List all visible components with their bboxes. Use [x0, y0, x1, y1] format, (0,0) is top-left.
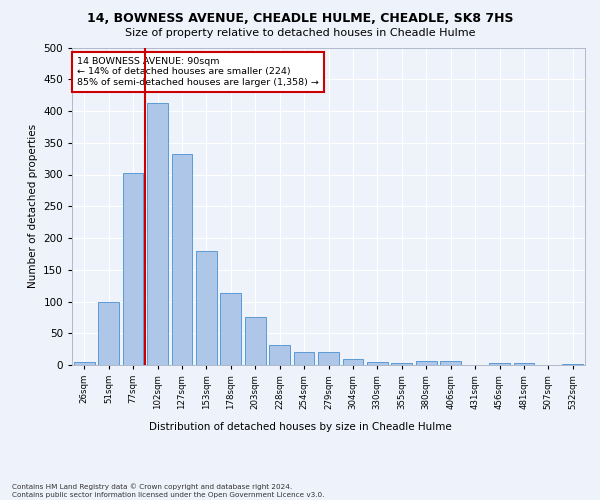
Bar	[220, 293, 241, 365]
Bar	[293, 352, 314, 365]
Bar	[269, 346, 290, 365]
Text: 14, BOWNESS AVENUE, CHEADLE HULME, CHEADLE, SK8 7HS: 14, BOWNESS AVENUE, CHEADLE HULME, CHEAD…	[87, 12, 513, 26]
Text: Contains HM Land Registry data © Crown copyright and database right 2024.
Contai: Contains HM Land Registry data © Crown c…	[12, 484, 325, 498]
Bar	[172, 154, 193, 365]
Bar	[74, 362, 95, 365]
Bar	[245, 316, 266, 365]
Bar	[318, 352, 339, 365]
Y-axis label: Number of detached properties: Number of detached properties	[28, 124, 38, 288]
Bar	[98, 302, 119, 365]
Bar	[489, 363, 510, 365]
Bar	[562, 364, 583, 365]
Text: Distribution of detached houses by size in Cheadle Hulme: Distribution of detached houses by size …	[149, 422, 451, 432]
Text: Size of property relative to detached houses in Cheadle Hulme: Size of property relative to detached ho…	[125, 28, 475, 38]
Bar	[367, 362, 388, 365]
Bar	[391, 363, 412, 365]
Bar	[122, 173, 143, 365]
Text: 14 BOWNESS AVENUE: 90sqm
← 14% of detached houses are smaller (224)
85% of semi-: 14 BOWNESS AVENUE: 90sqm ← 14% of detach…	[77, 57, 319, 87]
Bar	[416, 361, 437, 365]
Bar	[196, 250, 217, 365]
Bar	[514, 363, 535, 365]
Bar	[343, 358, 364, 365]
Bar	[147, 102, 168, 365]
Bar	[440, 361, 461, 365]
